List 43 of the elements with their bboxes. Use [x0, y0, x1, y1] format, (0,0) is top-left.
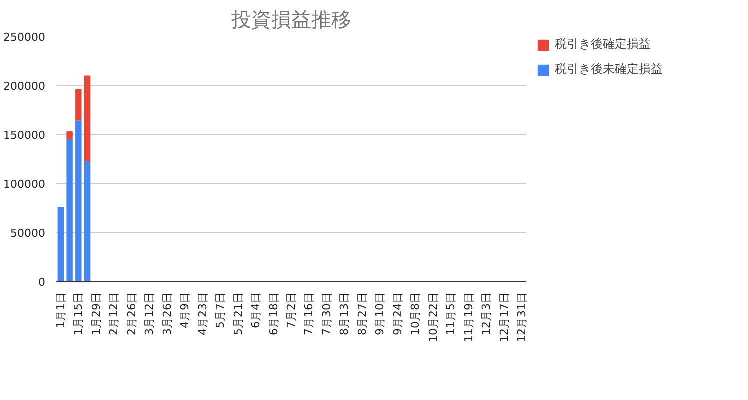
x-tick-label: 7月30日: [320, 292, 334, 336]
y-tick-label: 100000: [4, 178, 46, 191]
x-tick-label: 3月26日: [160, 292, 174, 336]
x-tick-label: 9月10日: [374, 292, 387, 336]
x-tick-label: 8月13日: [338, 292, 352, 336]
x-tick-label: 12月31日: [516, 292, 529, 342]
y-tick-label: 0: [38, 276, 46, 289]
x-tick-label: 5月7日: [214, 292, 228, 328]
x-tick-label: 3月12日: [143, 292, 156, 336]
x-tick-label: 10月8日: [409, 292, 422, 336]
legend-label: 税引き後確定損益: [555, 36, 651, 53]
legend-label: 税引き後未確定損益: [555, 61, 663, 78]
bar: [76, 89, 82, 121]
chart-title: 投資損益推移: [230, 8, 352, 32]
bar: [84, 76, 91, 161]
x-tick-label: 1月1日: [54, 292, 68, 328]
x-tick-label: 12月17日: [498, 292, 511, 342]
x-tick-label: 2月12日: [108, 292, 121, 336]
bar: [58, 207, 64, 282]
y-tick-label: 200000: [4, 80, 46, 93]
x-tick-label: 4月9日: [178, 292, 192, 328]
x-tick-label: 11月19日: [462, 292, 476, 342]
x-tick-label: 10月22日: [426, 292, 440, 342]
y-tick-label: 50000: [10, 227, 46, 240]
x-tick-label: 4月23日: [196, 292, 210, 336]
y-tick-label: 250000: [4, 31, 46, 44]
x-tick-label: 5月21日: [232, 292, 245, 336]
x-tick-label: 12月3日: [480, 292, 494, 336]
x-tick-label: 11月5日: [444, 292, 458, 336]
x-tick-label: 1月29日: [90, 292, 103, 336]
bar: [66, 139, 73, 282]
bar: [84, 160, 91, 282]
x-tick-label: 9月24日: [391, 292, 404, 336]
bar: [76, 120, 82, 282]
x-tick-label: 2月26日: [125, 292, 138, 336]
x-tick-label: 8月27日: [356, 292, 369, 336]
x-tick-label: 7月16日: [302, 292, 316, 336]
x-tick-label: 6月4日: [250, 292, 263, 328]
bar: [66, 132, 73, 140]
x-tick-label: 6月18日: [267, 292, 280, 336]
x-tick-label: 7月2日: [285, 292, 298, 328]
x-tick-label: 1月15日: [72, 292, 86, 336]
y-tick-label: 150000: [4, 129, 46, 142]
